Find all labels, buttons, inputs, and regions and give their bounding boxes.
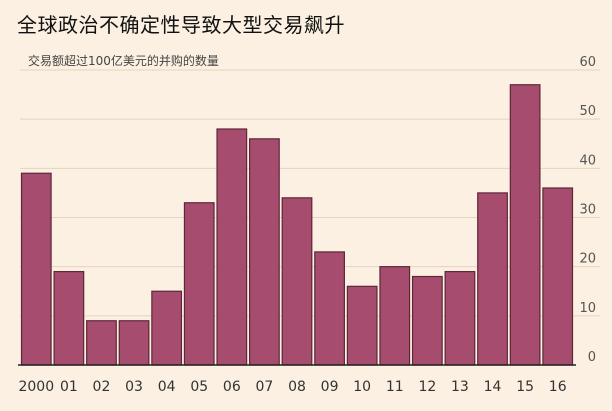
- x-tick-label: 15: [516, 379, 534, 395]
- x-tick-label: 05: [190, 379, 208, 395]
- bar-14: [477, 192, 508, 366]
- x-tick-label: 04: [158, 379, 176, 395]
- bars: [20, 84, 574, 366]
- bar-04: [151, 290, 183, 366]
- bar-2000: [20, 172, 52, 366]
- x-tick-label: 16: [549, 379, 567, 395]
- bar-11: [379, 266, 411, 366]
- x-tick-label: 07: [255, 379, 273, 395]
- y-tick-label: 60: [579, 55, 596, 70]
- bar-05: [183, 202, 215, 366]
- bar-13: [444, 270, 476, 366]
- bar-06: [216, 128, 248, 366]
- x-tick-label: 02: [93, 379, 111, 395]
- y-tick-label: 40: [579, 153, 596, 168]
- x-tick-labels: 2000 01 02 03 04 05 06 07 08 09 10 11 12 13 14 15 16: [18, 379, 566, 395]
- y-tick-label: 20: [579, 252, 596, 267]
- bar-03: [118, 320, 150, 366]
- bar-15: [509, 84, 541, 366]
- x-tick-label: 12: [418, 379, 436, 395]
- x-tick-label: 01: [60, 379, 78, 395]
- bar-12: [411, 275, 443, 366]
- bar-02: [86, 320, 117, 366]
- x-tick-label: 10: [353, 379, 371, 395]
- bar-08: [281, 197, 313, 366]
- x-tick-label: 08: [288, 379, 306, 395]
- y-tick-label: 0: [588, 350, 596, 365]
- x-tick-label: 09: [321, 379, 339, 395]
- x-tick-label: 03: [125, 379, 143, 395]
- chart-title: 全球政治不确定性导致大型交易飙升: [17, 13, 345, 37]
- y-tick-label: 50: [579, 104, 596, 119]
- y-tick-labels: 0 10 20 30 40 50 60: [579, 55, 596, 365]
- y-tick-label: 10: [579, 301, 596, 316]
- x-tick-label: 06: [223, 379, 241, 395]
- bar-10: [346, 285, 378, 366]
- x-tick-label: 11: [386, 379, 404, 395]
- x-tick-label: 2000: [18, 379, 54, 395]
- bar-16: [542, 187, 574, 366]
- bar-09: [314, 251, 345, 366]
- x-tick-label: 14: [484, 379, 502, 395]
- y-tick-label: 30: [579, 203, 596, 218]
- bar-07: [249, 138, 280, 366]
- chart-subtitle: 交易额超过100亿美元的并购的数量: [28, 54, 219, 68]
- x-tick-label: 13: [451, 379, 469, 395]
- bar-01: [53, 270, 85, 366]
